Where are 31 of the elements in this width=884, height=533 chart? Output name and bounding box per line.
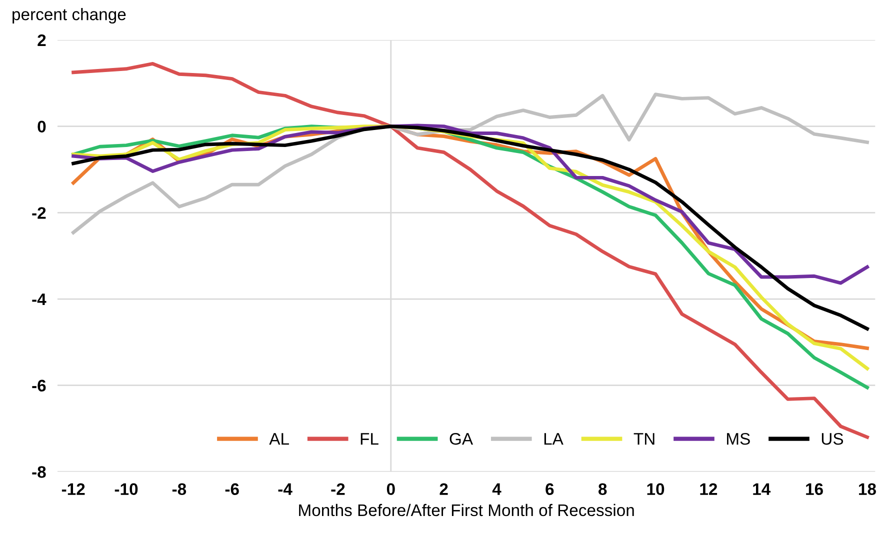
x-tick-label: -4 <box>278 483 292 495</box>
x-tick-label: 8 <box>598 483 607 496</box>
x-tick-label: -10 <box>114 483 138 496</box>
legend-label: LA <box>544 433 564 445</box>
x-tick-label: 12 <box>700 483 718 495</box>
x-tick-label: 10 <box>647 483 664 496</box>
x-tick-label: -8 <box>172 483 186 496</box>
y-tick-label: 0 <box>38 120 46 133</box>
x-axis-title: Months Before/After First Month of Recession <box>299 504 634 516</box>
legend-label: FL <box>360 433 378 445</box>
x-tick-label: -12 <box>62 483 85 495</box>
y-tick-label: -2 <box>32 207 46 219</box>
y-tick-label: -4 <box>32 294 46 306</box>
x-tick-label: 16 <box>806 483 823 496</box>
legend-label: AL <box>269 433 289 445</box>
y-axis-title: percent change <box>12 8 126 24</box>
legend-label: TN <box>634 433 654 445</box>
legend-label: US <box>822 432 844 445</box>
x-tick-label: -6 <box>225 483 239 496</box>
legend-label: MS <box>727 432 750 445</box>
x-tick-label: 4 <box>492 483 502 495</box>
legend-label: GA <box>450 432 474 445</box>
x-tick-label: 2 <box>440 483 448 495</box>
x-tick-label: 14 <box>753 483 771 495</box>
x-tick-label: 18 <box>859 483 876 496</box>
x-tick-label: 6 <box>546 483 554 496</box>
x-tick-label: 0 <box>386 483 395 496</box>
x-tick-label: -2 <box>331 483 345 495</box>
y-tick-label: -6 <box>32 380 46 392</box>
y-tick-label: 2 <box>38 34 46 46</box>
y-tick-label: -8 <box>32 466 46 478</box>
